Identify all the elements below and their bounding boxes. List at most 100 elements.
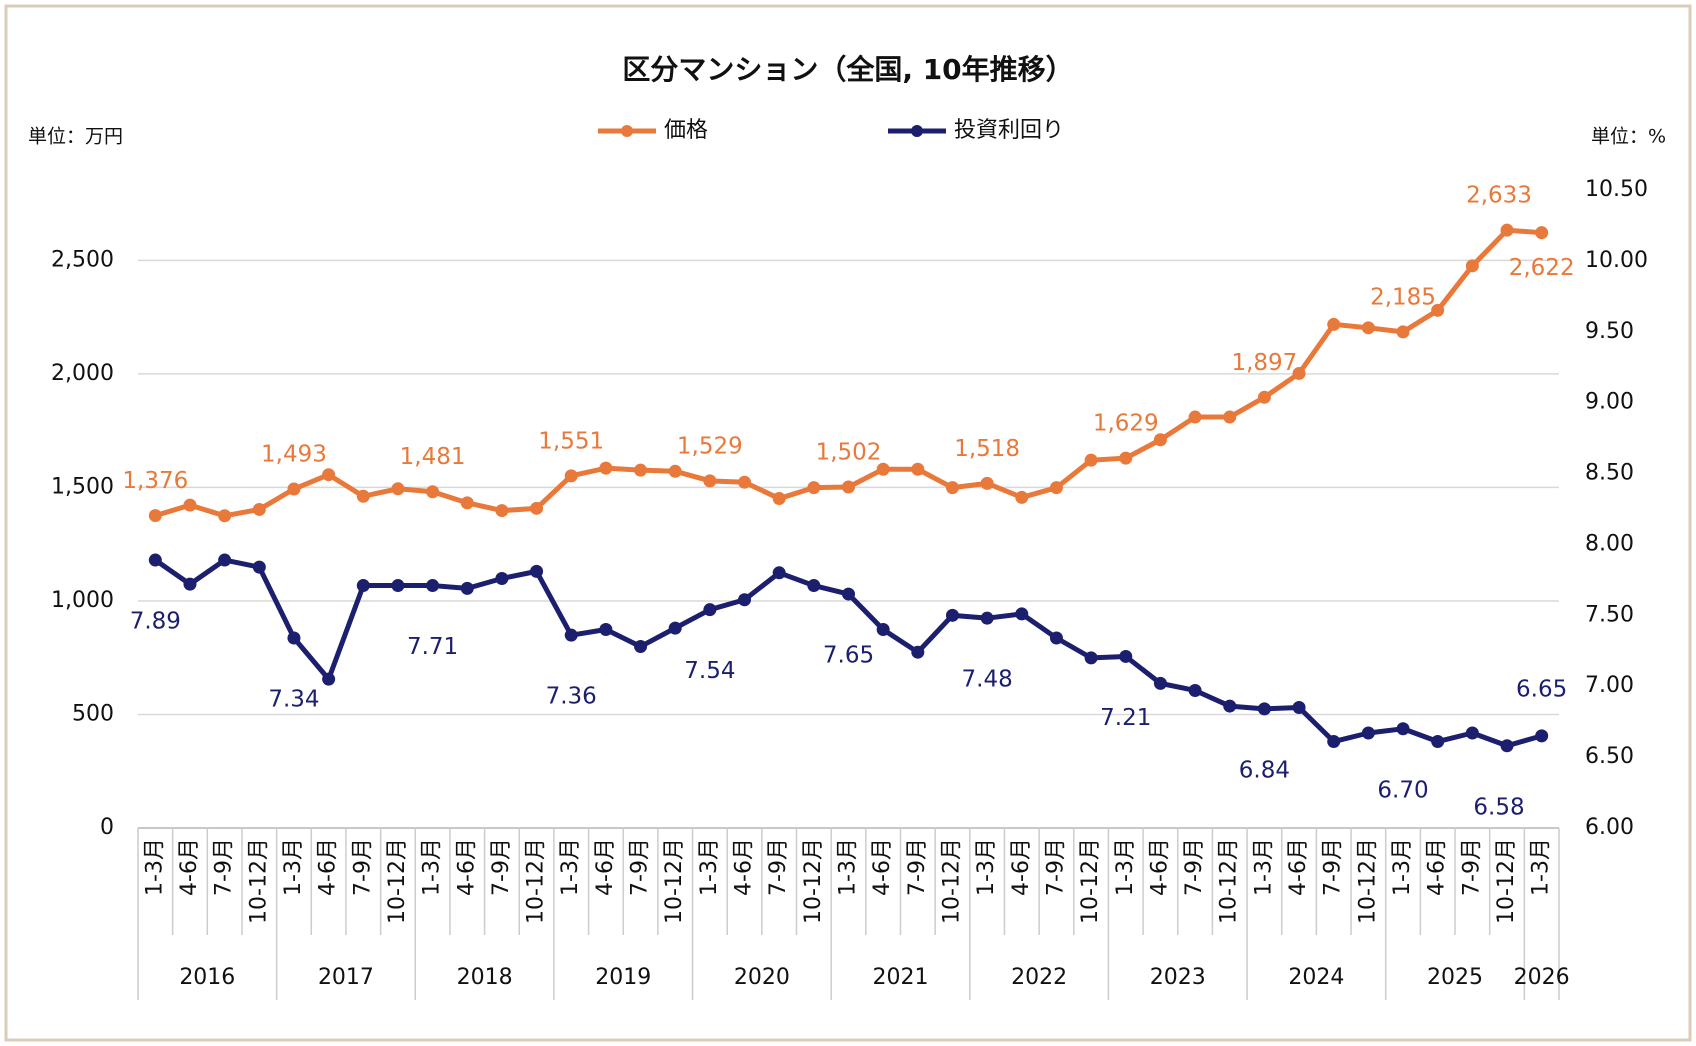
data-point	[530, 501, 544, 515]
value-label: 6.65	[1516, 676, 1567, 702]
value-label: 1,518	[954, 436, 1020, 462]
data-point	[634, 463, 648, 477]
x-tick-label: 1-3月	[1529, 838, 1554, 896]
year-label: 2023	[1150, 965, 1206, 990]
x-tick-label: 1-3月	[697, 838, 722, 896]
value-label: 1,502	[816, 439, 882, 465]
data-point	[287, 631, 301, 645]
y2-unit: 単位：%	[1591, 126, 1666, 148]
value-label: 1,897	[1231, 350, 1297, 376]
data-point	[1535, 226, 1549, 240]
data-point	[772, 566, 786, 580]
x-tick-label: 1-3月	[420, 838, 445, 896]
data-point	[1223, 410, 1237, 424]
data-point	[391, 482, 405, 496]
data-point	[599, 461, 613, 475]
x-tick-label: 7-9月	[1182, 838, 1207, 896]
legend-label: 価格	[664, 118, 708, 143]
data-point	[148, 553, 162, 567]
value-label: 7.34	[268, 687, 319, 713]
data-point	[876, 623, 890, 637]
data-point	[1465, 726, 1479, 740]
x-tick-label: 4-6月	[454, 838, 479, 896]
y2-tick-label: 10.50	[1585, 177, 1648, 202]
x-tick-label: 1-3月	[281, 838, 306, 896]
y2-tick-label: 8.50	[1585, 461, 1634, 486]
x-tick-label: 4-6月	[1286, 838, 1311, 896]
value-label: 7.48	[962, 667, 1013, 693]
year-label: 2016	[179, 965, 235, 990]
data-point	[1119, 451, 1133, 465]
data-point	[1015, 607, 1029, 621]
value-label: 7.54	[684, 658, 735, 684]
data-point	[668, 621, 682, 635]
data-point	[1292, 366, 1306, 380]
value-label: 1,529	[677, 433, 743, 459]
data-point	[426, 579, 440, 593]
data-point	[772, 492, 786, 506]
value-label: 6.84	[1239, 757, 1290, 783]
y-tick-label: 500	[72, 701, 114, 726]
data-point	[1257, 702, 1271, 716]
legend-marker	[621, 125, 633, 137]
data-point	[564, 628, 578, 642]
data-point	[876, 462, 890, 476]
value-label: 7.65	[823, 643, 874, 669]
data-point	[218, 509, 232, 523]
x-tick-label: 1-3月	[558, 838, 583, 896]
year-label: 2021	[872, 965, 928, 990]
data-point	[1049, 631, 1063, 645]
data-point	[807, 481, 821, 495]
value-label: 7.21	[1100, 705, 1151, 731]
data-point	[252, 560, 266, 574]
data-point	[530, 564, 544, 578]
data-point	[322, 468, 336, 482]
data-point	[1465, 259, 1479, 273]
frame	[4, 4, 1692, 1042]
value-label: 2,622	[1509, 255, 1575, 281]
y2-tick-label: 8.00	[1585, 531, 1634, 556]
y-unit: 単位：万円	[28, 126, 123, 148]
value-label: 6.58	[1473, 794, 1524, 820]
value-label: 1,376	[122, 468, 188, 494]
value-label: 2,633	[1466, 183, 1532, 209]
data-point	[1327, 317, 1341, 331]
x-tick-label: 10-12月	[662, 838, 687, 924]
y-tick-label: 2,000	[51, 361, 114, 386]
data-point	[945, 608, 959, 622]
data-point	[1431, 303, 1445, 317]
x-tick-label: 7-9月	[766, 838, 791, 896]
legend-marker	[911, 125, 923, 137]
year-label: 2024	[1288, 965, 1344, 990]
data-point	[1361, 321, 1375, 335]
value-label: 7.89	[130, 609, 181, 635]
data-point	[1327, 735, 1341, 749]
y2-tick-label: 10.00	[1585, 248, 1648, 273]
data-point	[980, 611, 994, 625]
data-point	[426, 485, 440, 499]
data-point	[599, 623, 613, 637]
chart-title: 区分マンション（全国, 10年推移）	[622, 53, 1073, 86]
year-label: 2018	[457, 965, 513, 990]
value-label: 1,493	[261, 442, 327, 468]
x-tick-label: 1-3月	[974, 838, 999, 896]
data-point	[1396, 325, 1410, 339]
x-tick-label: 10-12月	[939, 838, 964, 924]
y2-tick-label: 9.00	[1585, 390, 1634, 415]
year-label: 2026	[1514, 965, 1570, 990]
data-point	[391, 579, 405, 593]
x-tick-label: 10-12月	[1494, 838, 1519, 924]
data-point	[1396, 722, 1410, 736]
data-point	[1431, 735, 1445, 749]
x-tick-label: 4-6月	[870, 838, 895, 896]
y2-tick-label: 7.00	[1585, 673, 1634, 698]
y2-tick-label: 6.00	[1585, 815, 1634, 840]
year-label: 2020	[734, 965, 790, 990]
data-point	[460, 496, 474, 510]
data-point	[1500, 739, 1514, 753]
data-point	[945, 481, 959, 495]
legend-label: 投資利回り	[954, 118, 1064, 143]
y-tick-label: 2,500	[51, 247, 114, 272]
value-label: 1,481	[400, 444, 466, 470]
x-tick-label: 7-9月	[212, 838, 237, 896]
